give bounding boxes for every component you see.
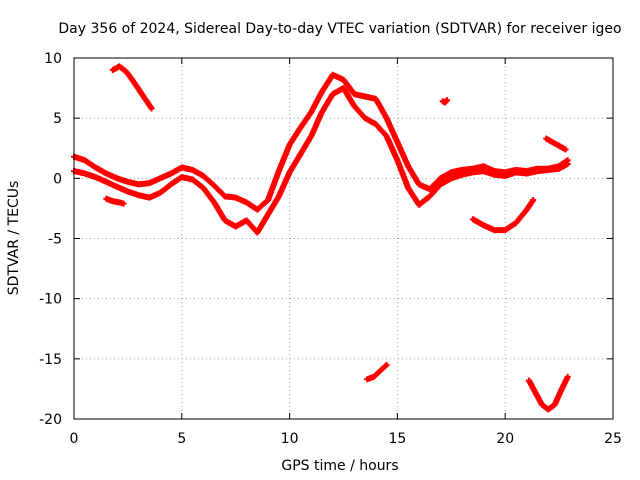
y-tick-label: 10: [44, 51, 62, 67]
y-tick-label: 5: [53, 111, 62, 127]
y-tick-label: -20: [39, 412, 62, 428]
ticks: 0 5 10 15 20 25 10 5 0 -5 -10 -15 -20: [39, 51, 622, 447]
series-segment-22h: [543, 135, 569, 153]
data-markers: [103, 195, 127, 207]
x-tick-label: 5: [177, 431, 186, 447]
x-tick-label: 10: [281, 431, 299, 447]
y-tick-label: -5: [48, 232, 62, 248]
y-tick-label: -10: [39, 292, 62, 308]
data-markers: [109, 63, 155, 112]
data-markers: [543, 135, 569, 153]
series-arc-early: [109, 63, 155, 112]
x-tick-label: 0: [70, 431, 79, 447]
y-tick-label: 0: [53, 171, 62, 187]
data-markers: [364, 361, 390, 383]
series-segment-14h-low: [364, 361, 390, 383]
x-tick-label: 25: [604, 431, 622, 447]
grid: [74, 58, 613, 419]
y-axis-label: SDTVAR / TECUs: [6, 181, 22, 296]
data-markers: [469, 197, 537, 234]
chart-title: Day 356 of 2024, Sidereal Day-to-day VTE…: [58, 21, 621, 37]
series-dot-17h: [439, 97, 450, 106]
data-markers: [439, 97, 450, 106]
series-segment-near-1h: [103, 195, 127, 207]
x-tick-label: 15: [388, 431, 406, 447]
series-arc-22h-low: [525, 373, 571, 413]
data-markers: [525, 373, 571, 413]
series-arc-20h: [469, 197, 537, 234]
x-axis-label: GPS time / hours: [281, 458, 398, 474]
y-tick-label: -15: [39, 352, 62, 368]
x-tick-label: 20: [496, 431, 514, 447]
